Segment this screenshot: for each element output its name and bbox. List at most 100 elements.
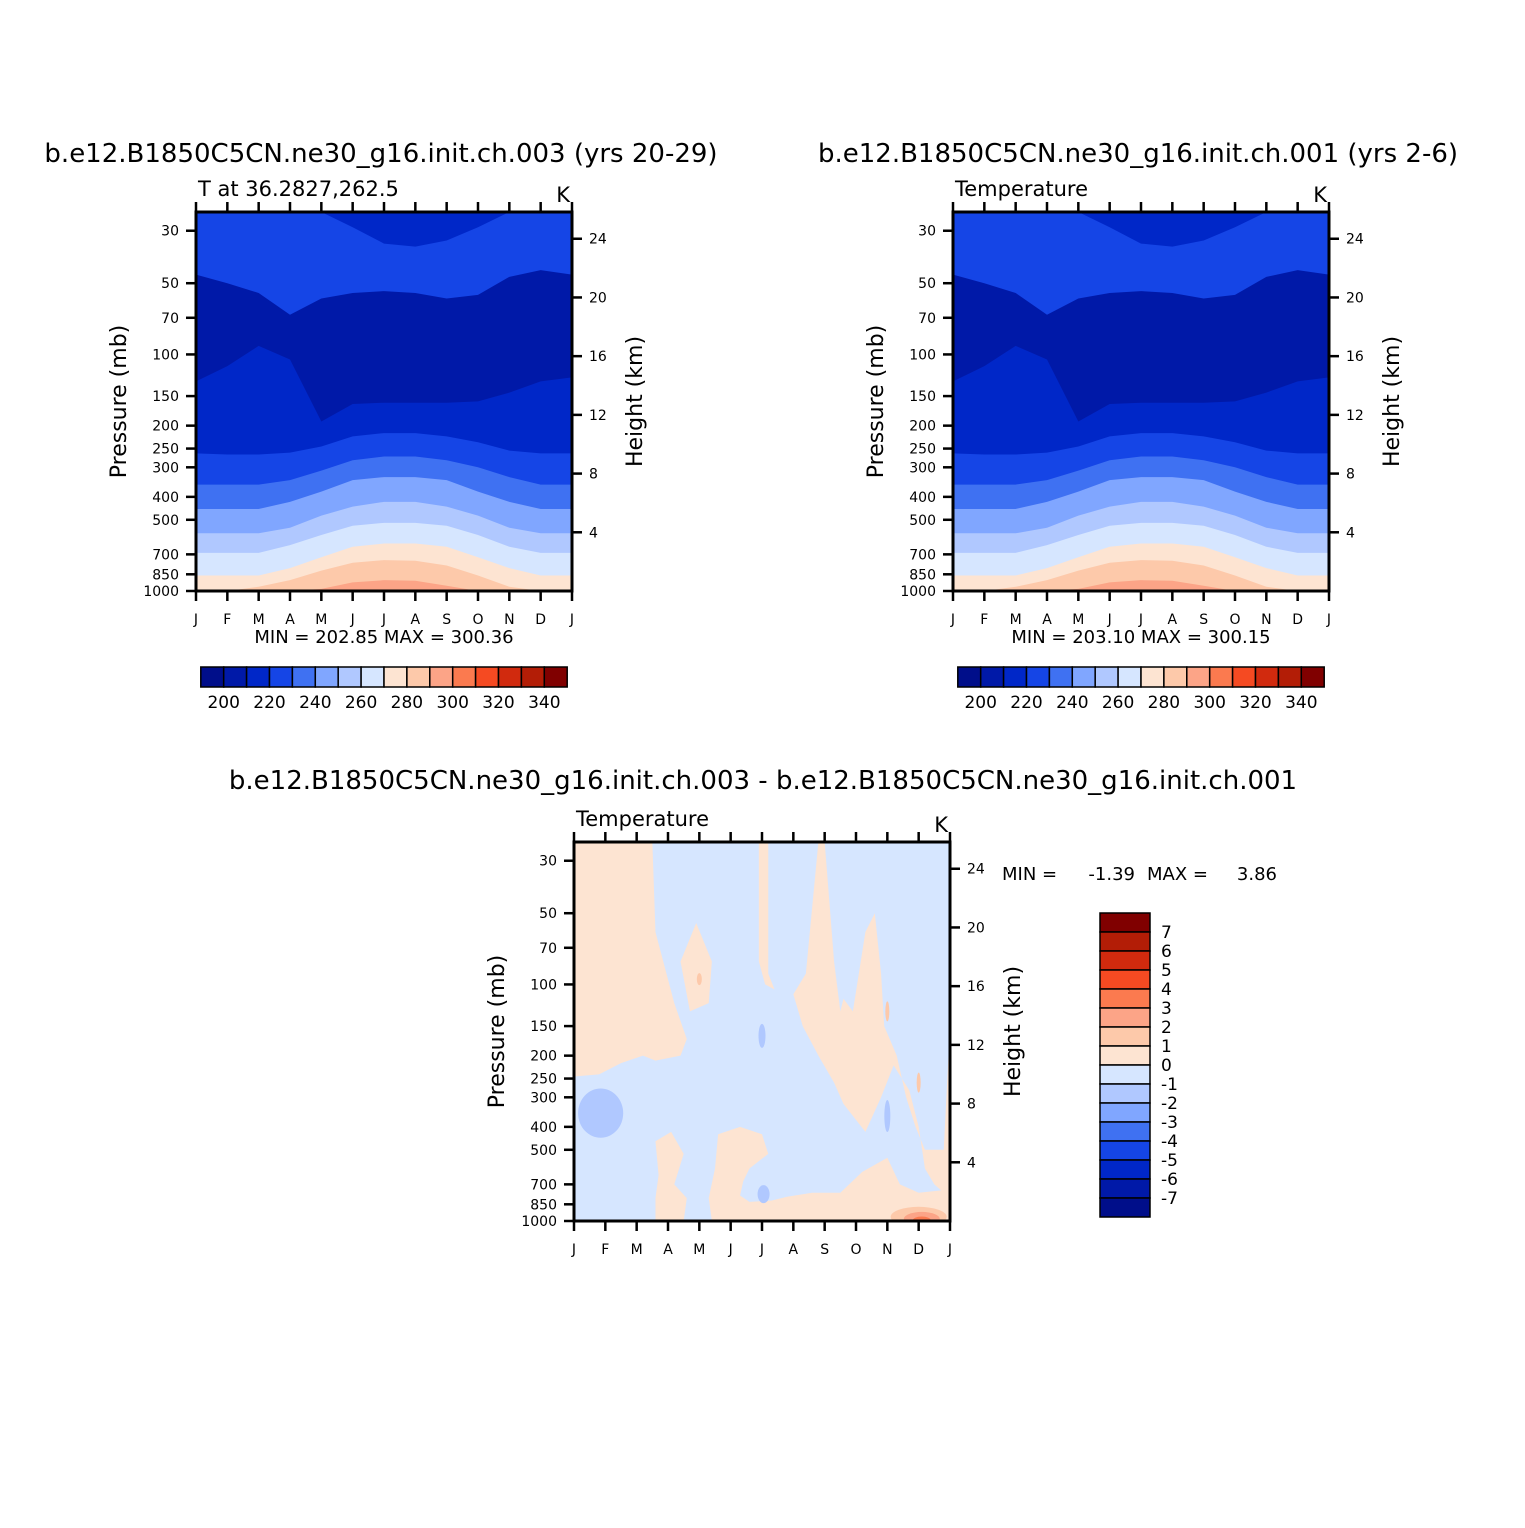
colorbar-swatch [451, 666, 477, 688]
y-tick-label: 250 [152, 442, 179, 458]
height-tick-label: 24 [967, 862, 985, 878]
y-axis-title: Pressure (mb) [485, 955, 510, 1109]
y-tick-label: 1000 [143, 584, 179, 600]
right-string: K [1313, 183, 1328, 207]
x-tick-label: D [535, 612, 546, 628]
colorbar-swatch [245, 666, 271, 688]
x-tick-label: S [820, 1242, 829, 1258]
height-tick-label: 16 [967, 979, 985, 995]
left-string: T at 36.2827,262.5 [197, 177, 399, 201]
x-tick-label: S [442, 612, 451, 628]
y-tick-label: 250 [909, 442, 936, 458]
height-tick-label: 12 [967, 1038, 985, 1054]
y-tick-label: 500 [152, 513, 179, 529]
height-tick-label: 16 [589, 349, 607, 365]
y-tick-label: 500 [530, 1143, 557, 1159]
colorbar-swatch [337, 666, 362, 688]
colorbar-swatch [1099, 1159, 1151, 1180]
colorbar-swatch [1254, 666, 1280, 688]
max-value: 3.86 [1237, 864, 1277, 885]
y-tick-label: 300 [152, 460, 179, 476]
colorbar-swatch [979, 666, 1005, 688]
contour-band [574, 842, 687, 1077]
y-tick-label: 70 [161, 311, 179, 327]
x-tick-label: J [728, 1242, 733, 1258]
y-tick-label: 250 [530, 1072, 557, 1088]
colorbar-swatch [1094, 666, 1119, 688]
colorbar-swatch [1099, 988, 1151, 1009]
colorbar-label: 220 [253, 693, 285, 713]
min-label: MIN = [1002, 864, 1057, 885]
colorbar-swatch [957, 666, 982, 688]
colorbar-label: 2 [1161, 1018, 1172, 1038]
colorbar-swatch [314, 666, 339, 688]
colorbar-swatch [520, 666, 546, 688]
colorbar-label: 7 [1161, 923, 1172, 943]
colorbar-swatch [1099, 1140, 1151, 1161]
y-tick-label: 850 [530, 1197, 557, 1213]
y-axis-title: Pressure (mb) [107, 325, 132, 479]
y-tick-label: 100 [152, 347, 179, 363]
y-tick-label: 200 [530, 1049, 557, 1065]
colorbar-label: -5 [1161, 1151, 1178, 1171]
height-tick-label: 4 [1346, 525, 1355, 541]
colorbar-swatch [1117, 666, 1142, 688]
x-tick-label: N [882, 1242, 892, 1258]
colorbar-swatch [1099, 912, 1151, 933]
x-tick-label: J [1138, 612, 1143, 628]
x-tick-label: A [663, 1242, 673, 1258]
y-tick-label: 100 [909, 347, 936, 363]
x-tick-label: J [947, 1242, 952, 1258]
colorbar-label: -6 [1161, 1170, 1178, 1190]
colorbar-label: 260 [1102, 693, 1134, 713]
height-tick-label: 8 [1346, 467, 1355, 483]
colorbar-swatch [1099, 1026, 1151, 1047]
colorbar-label: -3 [1161, 1113, 1178, 1133]
x-tick-label: D [1292, 612, 1303, 628]
colorbar-swatch [1099, 1083, 1151, 1104]
colorbar-label: 5 [1161, 961, 1172, 981]
panel-difference: J F M A M J J A S O N D J305070100150200250300400500… [229, 766, 1297, 1258]
colorbar-label: 6 [1161, 942, 1172, 962]
colorbar-label: -1 [1161, 1075, 1178, 1095]
panel-title: b.e12.B1850C5CN.ne30_g16.init.ch.001 (yr… [818, 139, 1458, 169]
contour-fill [953, 212, 1329, 591]
y-tick-label: 850 [909, 567, 936, 583]
height-tick-label: 8 [589, 467, 598, 483]
colorbar-label: -7 [1161, 1189, 1178, 1209]
colorbar-swatch [497, 666, 523, 688]
colorbar-swatch [406, 666, 431, 688]
y-tick-label: 1000 [521, 1214, 557, 1230]
y-tick-label: 400 [530, 1120, 557, 1136]
y-tick-label: 30 [161, 224, 179, 240]
colorbar-swatch [474, 666, 500, 688]
colorbar-label: 280 [391, 693, 423, 713]
y-tick-label: 150 [909, 389, 936, 405]
colorbar-swatch [222, 666, 248, 688]
height-axis-title: Height (km) [623, 336, 648, 467]
y-tick-label: 50 [161, 276, 179, 292]
x-tick-label: O [472, 612, 483, 628]
colorbar-swatch [1140, 666, 1165, 688]
x-tick-label: J [350, 612, 355, 628]
colorbar-label: 220 [1010, 693, 1042, 713]
colorbar-swatch [1099, 1102, 1151, 1123]
colorbar-label: 340 [528, 693, 560, 713]
colorbar-swatch [1099, 950, 1151, 971]
x-tick-label: J [1326, 612, 1331, 628]
x-tick-label: O [850, 1242, 861, 1258]
y-tick-label: 200 [909, 419, 936, 435]
x-tick-label: J [571, 1242, 576, 1258]
contour-band [953, 580, 1329, 591]
colorbar-swatch [268, 666, 294, 688]
height-tick-label: 16 [1346, 349, 1364, 365]
colorbar-swatch [360, 666, 385, 688]
x-tick-label: J [759, 1242, 764, 1258]
colorbar-label: -4 [1161, 1132, 1178, 1152]
colorbar-swatch [1099, 1178, 1151, 1199]
contour-band [196, 560, 572, 591]
contour-band [884, 1100, 891, 1133]
x-tick-label: A [411, 612, 421, 628]
colorbar-swatch [1048, 666, 1074, 688]
x-tick-label: D [913, 1242, 924, 1258]
